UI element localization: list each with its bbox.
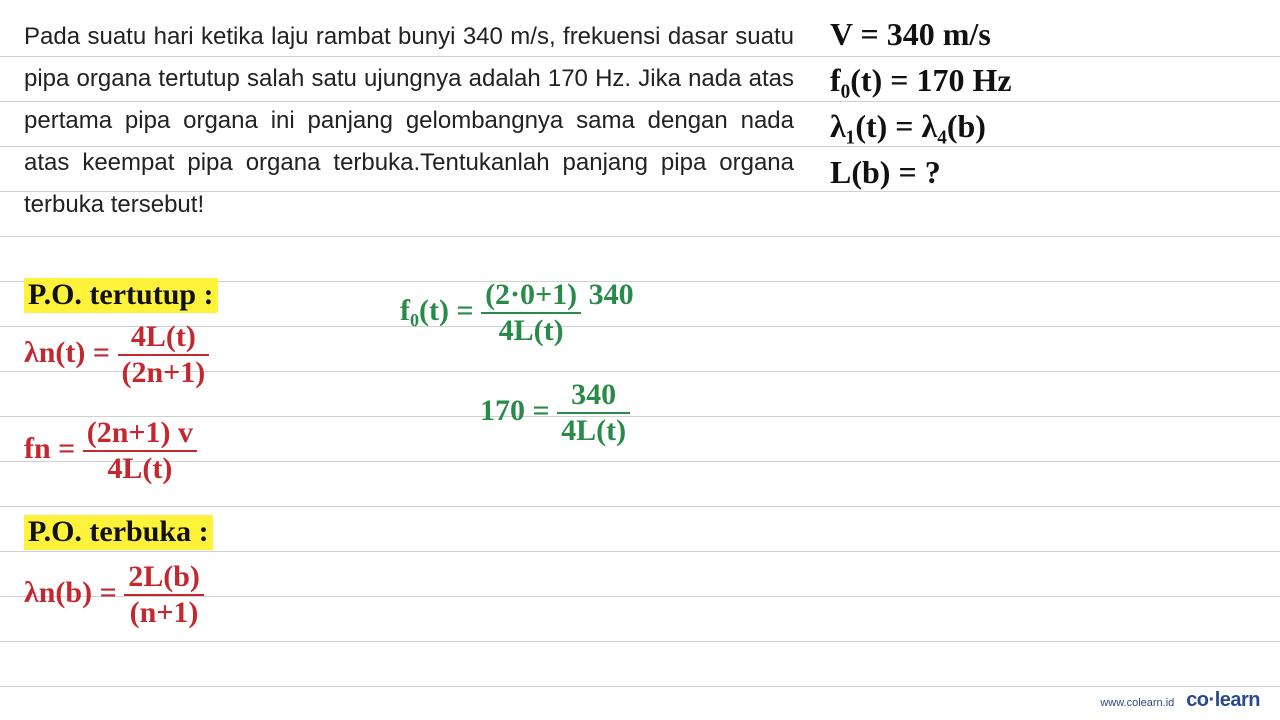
- footer: www.colearn.id co·learn: [1100, 689, 1260, 712]
- lambda-lhs: λn(t) =: [24, 336, 110, 369]
- given-f0: f₀(t) = 170 Hz: [830, 62, 1012, 99]
- fraction-denominator: 4L(t): [481, 314, 581, 348]
- open-pipe-heading: P.O. terbuka :: [24, 515, 213, 549]
- fraction-numerator: (2n+1) v: [83, 416, 197, 452]
- calc-line-1: f₀(t) = (2·0+1) 4L(t) 340: [400, 278, 634, 348]
- rule-line: [0, 506, 1280, 507]
- lambda-lhs: λn(b) =: [24, 576, 117, 609]
- highlight: P.O. tertutup :: [24, 278, 218, 313]
- fraction-denominator: (n+1): [124, 596, 204, 630]
- fraction: (2n+1) v 4L(t): [83, 416, 197, 486]
- fraction-numerator: 2L(b): [124, 560, 204, 596]
- rule-line: [0, 236, 1280, 237]
- given-v: V = 340 m/s: [830, 16, 991, 53]
- fn-lhs: fn =: [24, 432, 75, 465]
- highlight: P.O. terbuka :: [24, 515, 213, 550]
- rule-line: [0, 551, 1280, 552]
- closed-lambda-formula: λn(t) = 4L(t) (2n+1): [24, 320, 209, 390]
- fraction: 2L(b) (n+1): [124, 560, 204, 630]
- fraction: 4L(t) (2n+1): [118, 320, 210, 390]
- calc-lhs: f₀(t) =: [400, 294, 474, 327]
- given-lambda-eq: λ₁(t) = λ₄(b): [830, 108, 986, 145]
- rule-line: [0, 641, 1280, 642]
- calc-rhs: 340: [589, 278, 634, 311]
- closed-freq-formula: fn = (2n+1) v 4L(t): [24, 416, 197, 486]
- fraction-denominator: 4L(t): [83, 452, 197, 486]
- footer-logo: co·learn: [1186, 689, 1260, 711]
- open-lambda-formula: λn(b) = 2L(b) (n+1): [24, 560, 204, 630]
- calc-lhs: 170 =: [480, 394, 550, 427]
- fraction-numerator: (2·0+1): [481, 278, 581, 314]
- problem-text: Pada suatu hari ketika laju rambat bunyi…: [24, 16, 794, 226]
- footer-url: www.colearn.id: [1100, 697, 1174, 709]
- rule-line: [0, 686, 1280, 687]
- fraction: 340 4L(t): [557, 378, 630, 448]
- fraction: (2·0+1) 4L(t): [481, 278, 581, 348]
- fraction-numerator: 340: [557, 378, 630, 414]
- fraction-denominator: 4L(t): [557, 414, 630, 448]
- fraction-numerator: 4L(t): [118, 320, 210, 356]
- given-question: L(b) = ?: [830, 154, 941, 191]
- closed-pipe-heading: P.O. tertutup :: [24, 278, 218, 312]
- calc-line-2: 170 = 340 4L(t): [480, 378, 630, 448]
- fraction-denominator: (2n+1): [118, 356, 210, 390]
